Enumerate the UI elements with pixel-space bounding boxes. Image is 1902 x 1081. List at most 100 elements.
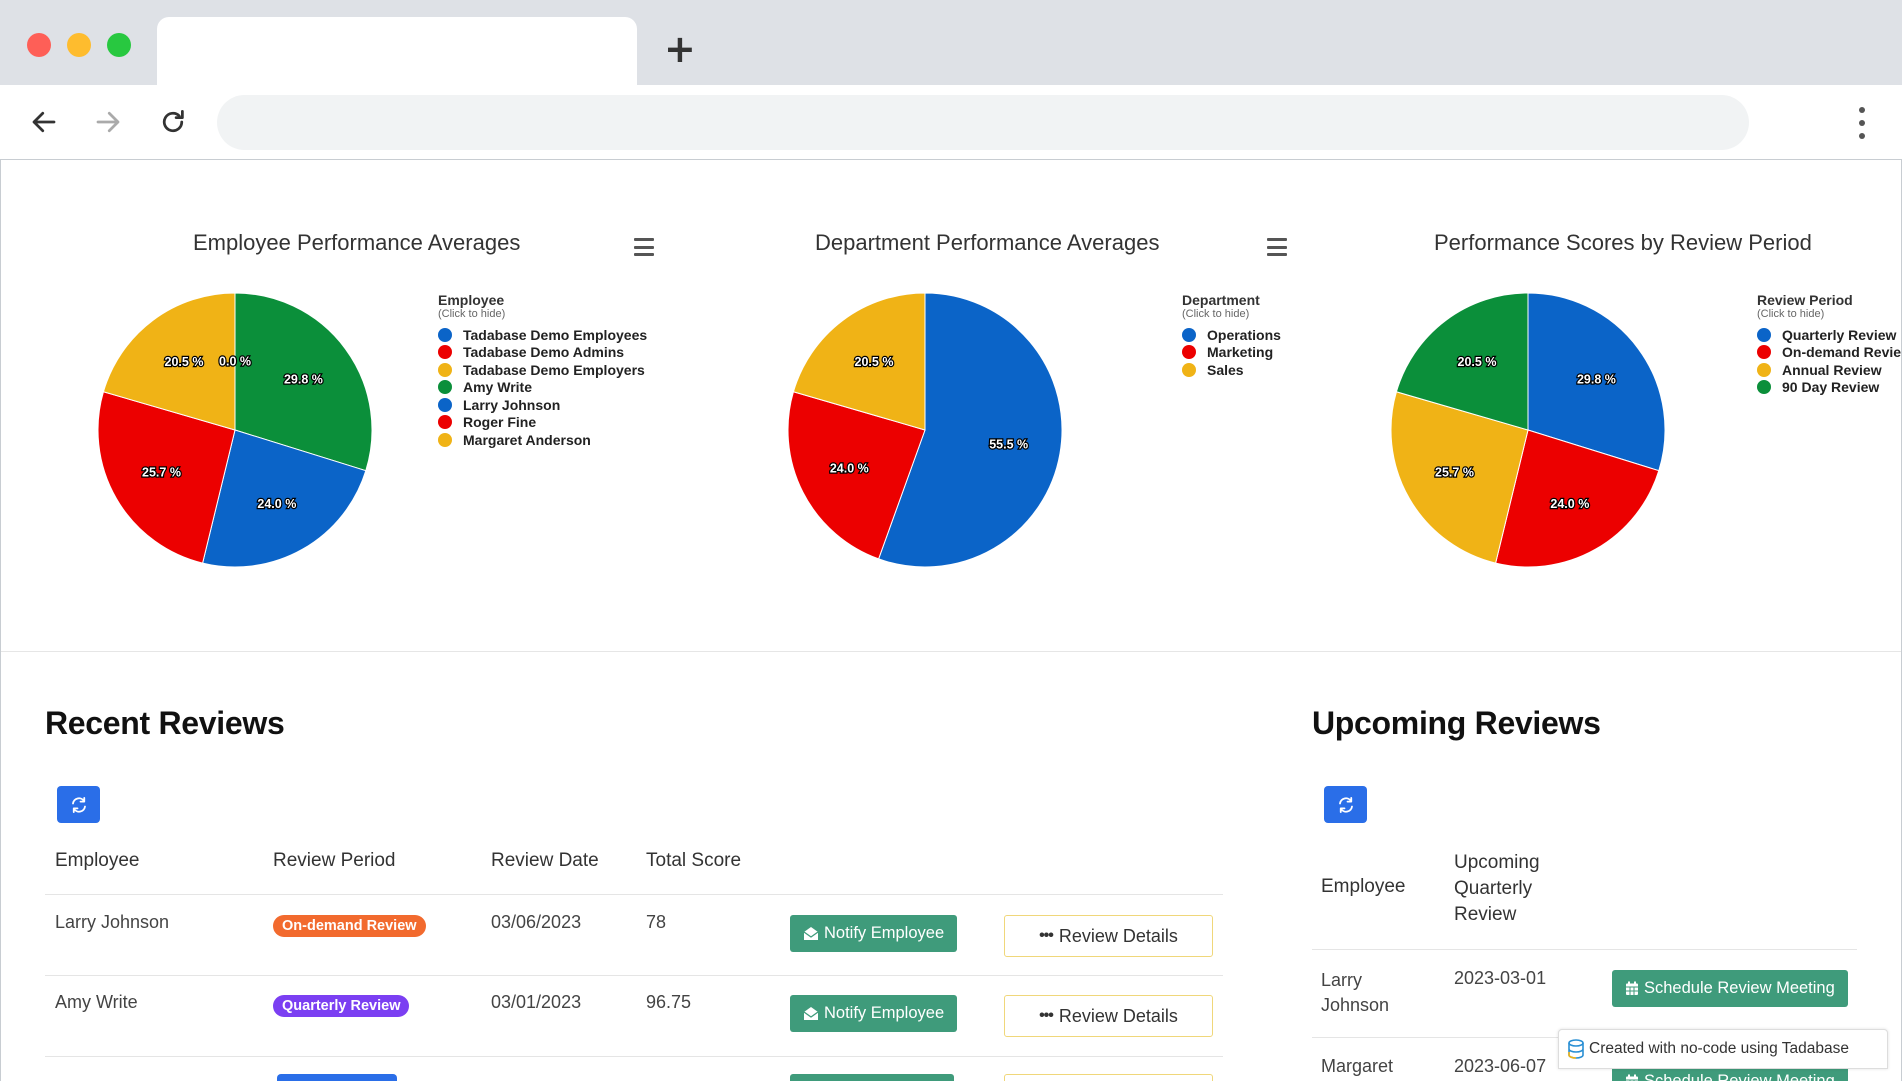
pie-data-label: 29.8 %	[284, 373, 323, 387]
row-divider	[45, 975, 1223, 976]
legend-item[interactable]: Tadabase Demo Admins	[438, 344, 647, 362]
pie-slice-operations[interactable]	[877, 292, 1063, 568]
legend-item[interactable]: Larry Johnson	[438, 396, 647, 414]
review-period-badge	[277, 1074, 397, 1081]
notify-employee-button[interactable]	[790, 1074, 954, 1081]
pie-slice-margaret-anderson[interactable]	[102, 292, 236, 431]
column-header-review-date[interactable]: Review Date	[491, 850, 599, 871]
column-header-total-score[interactable]: Total Score	[646, 850, 742, 871]
chart-title: Department Performance Averages	[815, 230, 1160, 255]
refresh-icon	[1338, 796, 1353, 813]
upcoming-reviews-title: Upcoming Reviews	[1312, 705, 1601, 741]
legend-item[interactable]: Sales	[1182, 361, 1281, 379]
notify-employee-button[interactable]: Notify Employee	[790, 995, 958, 1032]
forward-button[interactable]	[88, 102, 128, 142]
column-header-employee[interactable]: Employee	[55, 850, 140, 871]
legend-item[interactable]: Tadabase Demo Employers	[438, 361, 647, 379]
chart-title: Performance Scores by Review Period	[1434, 230, 1812, 255]
refresh-icon	[71, 796, 86, 813]
pie-data-label: 24.0 %	[830, 462, 869, 476]
pie-data-label: 24.0 %	[1550, 497, 1589, 511]
refresh-button[interactable]	[1324, 786, 1367, 823]
review-period-badge: Quarterly Review	[273, 995, 410, 1017]
legend-item[interactable]: Marketing	[1182, 344, 1281, 362]
notify-employee-button[interactable]: Notify Employee	[790, 915, 958, 952]
employee-cell: Larry Johnson	[55, 912, 170, 932]
upcoming-date-cell: 2023-03-01	[1454, 968, 1547, 988]
upcoming-date-cell: 2023-06-07	[1454, 1056, 1547, 1076]
browser-tab-bar: +	[0, 0, 1902, 85]
review-period-badge: On-demand Review	[273, 915, 426, 937]
browser-toolbar	[0, 85, 1902, 160]
pie-chart: 55.5 % 24.0 % 20.5 %	[787, 292, 1063, 568]
minimize-window-button[interactable]	[67, 33, 91, 57]
section-divider	[1, 651, 1901, 652]
legend-item[interactable]: Operations	[1182, 326, 1281, 344]
legend-item[interactable]: Amy Write	[438, 379, 647, 397]
schedule-review-meeting-label: Schedule Review Meeting	[1644, 979, 1835, 997]
pie-slice-amy-write[interactable]	[234, 292, 373, 472]
pie-slice-sales[interactable]	[792, 292, 926, 431]
legend-item[interactable]: Quarterly Review	[1757, 326, 1901, 344]
legend-title: Review Period	[1757, 292, 1853, 308]
column-header-employee[interactable]: Employee	[1321, 876, 1406, 897]
pie-data-label: 25.7 %	[1435, 466, 1474, 480]
envelope-open-icon	[803, 1007, 819, 1020]
tadabase-label: Created with no-code using Tadabase	[1589, 1040, 1849, 1057]
review-details-label: Review Details	[1058, 925, 1178, 946]
total-score-cell: 78	[646, 912, 667, 932]
legend-item[interactable]: Roger Fine	[438, 414, 647, 432]
column-header-review-period[interactable]: Review Period	[273, 850, 396, 871]
refresh-button[interactable]	[57, 786, 100, 823]
pie-slice-roger-fine[interactable]	[97, 391, 236, 564]
schedule-review-meeting-button[interactable]: Schedule Review Meeting	[1612, 970, 1848, 1007]
chart-menu-icon[interactable]	[634, 238, 654, 256]
address-bar[interactable]	[217, 95, 1749, 150]
pie-slice-on-demand-review[interactable]	[1494, 429, 1660, 568]
pie-slice-quarterly-review[interactable]	[1527, 292, 1666, 472]
browser-menu-icon[interactable]	[1858, 107, 1866, 139]
pie-slice-annual-review[interactable]	[1390, 391, 1529, 564]
pie-slice-90-day-review[interactable]	[1395, 292, 1529, 431]
column-header-upcoming-review[interactable]: Upcoming Quarterly Review	[1454, 852, 1540, 925]
pie-data-label: 20.5 %	[165, 355, 204, 369]
pie-data-label: 55.5 %	[989, 438, 1028, 452]
chart-legend: Employee (Click to hide) Tadabase Demo E…	[438, 292, 647, 449]
legend-item[interactable]: Margaret Anderson	[438, 431, 647, 449]
pie-data-label: 20.5 %	[1458, 355, 1497, 369]
ellipsis-icon: •••	[1039, 1007, 1054, 1024]
legend-item[interactable]: Tadabase Demo Employees	[438, 326, 647, 344]
pie-slice-marketing[interactable]	[787, 391, 926, 560]
pie-slice-larry-johnson[interactable]	[201, 429, 367, 568]
new-tab-button[interactable]: +	[664, 27, 696, 71]
legend-item[interactable]: Annual Review	[1757, 361, 1901, 379]
legend-subtitle: (Click to hide)	[1757, 308, 1825, 320]
review-details-button[interactable]	[1004, 1074, 1213, 1081]
browser-tab[interactable]	[157, 17, 637, 85]
review-date-cell: 03/06/2023	[491, 912, 582, 932]
reload-button[interactable]	[153, 102, 193, 142]
legend-subtitle: (Click to hide)	[1182, 308, 1250, 320]
legend-title: Department	[1182, 292, 1260, 308]
legend-item[interactable]: 90 Day Review	[1757, 379, 1901, 397]
page-content: Employee Performance Averages 29.8 % 24.0…	[0, 160, 1902, 1081]
maximize-window-button[interactable]	[107, 33, 131, 57]
tadabase-badge[interactable]: Created with no-code using Tadabase	[1558, 1029, 1888, 1069]
table-header-border	[1312, 949, 1857, 950]
recent-reviews-title: Recent Reviews	[45, 705, 285, 741]
review-details-button[interactable]: ••• Review Details	[1004, 915, 1213, 957]
close-window-button[interactable]	[27, 33, 51, 57]
notify-employee-label: Notify Employee	[824, 924, 945, 942]
review-details-button[interactable]: ••• Review Details	[1004, 995, 1213, 1037]
arrow-left-icon	[32, 111, 56, 133]
legend-item[interactable]: On-demand Review	[1757, 344, 1901, 362]
pie-data-label: 29.8 %	[1577, 373, 1616, 387]
back-button[interactable]	[24, 102, 64, 142]
pie-data-label: 0.0 %	[219, 355, 251, 369]
employee-cell: Amy Write	[55, 992, 138, 1012]
legend-subtitle: (Click to hide)	[438, 308, 506, 320]
table-header-border	[45, 894, 1223, 895]
total-score-cell: 96.75	[646, 992, 692, 1012]
chart-menu-icon[interactable]	[1267, 238, 1287, 256]
employee-cell: Margaret	[1321, 1056, 1394, 1076]
